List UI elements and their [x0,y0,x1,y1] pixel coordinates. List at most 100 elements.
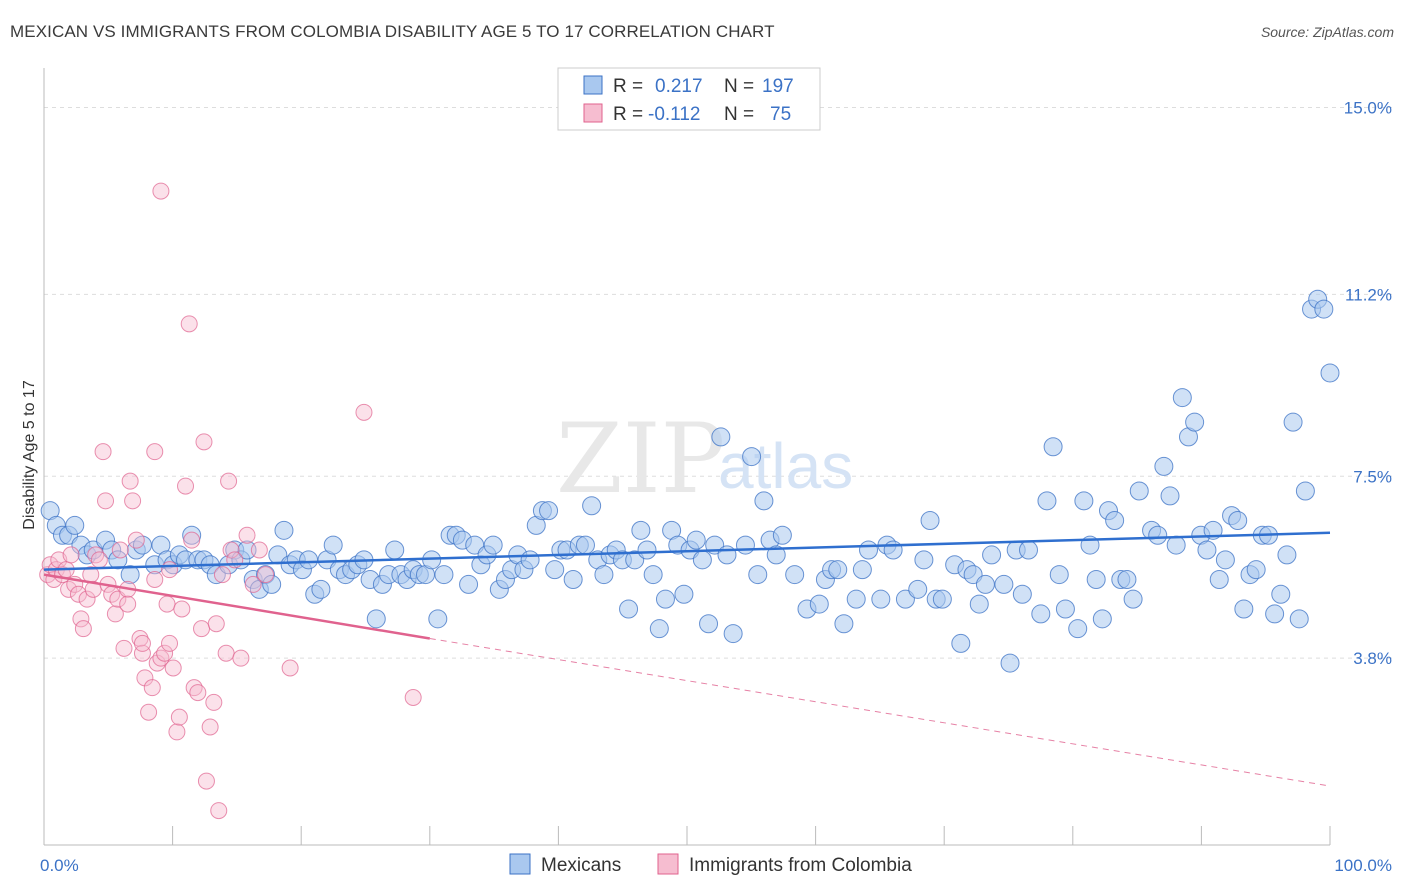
watermark-zip: ZIP [556,403,725,515]
point-mexicans-20 [182,525,202,545]
point-mexicans-144 [1012,584,1032,604]
point-mexicans-59 [428,609,448,629]
point-colombia-69 [281,659,299,677]
point-mexicans-169 [1185,412,1205,432]
legend-n-label-1: N = [724,76,754,97]
point-mexicans-77 [539,501,559,521]
point-mexicans-177 [1234,599,1254,619]
point-mexicans-183 [1271,584,1291,604]
point-mexicans-140 [982,545,1002,565]
point-mexicans-182 [1265,604,1285,624]
point-colombia-51 [195,433,213,451]
point-mexicans-115 [785,565,805,585]
watermark-atlas: atlas [718,430,853,502]
point-mexicans-121 [834,614,854,634]
point-mexicans-32 [262,574,282,594]
x-tick-label-1: 100.0% [1334,856,1392,875]
point-colombia-66 [355,403,373,421]
point-colombia-38 [156,644,174,662]
point-colombia-60 [222,541,240,559]
point-mexicans-148 [1043,437,1063,457]
point-mexicans-111 [754,491,774,511]
point-mexicans-95 [649,619,669,639]
point-colombia-22 [106,605,124,623]
point-mexicans-138 [969,594,989,614]
point-mexicans-120 [828,560,848,580]
legend-swatch-blue [583,75,603,95]
bottom-legend-mexicans: Mexicans [541,855,621,876]
point-colombia-73 [161,561,179,579]
point-mexicans-160 [1123,589,1143,609]
point-mexicans-49 [366,609,386,629]
point-colombia-52 [197,772,215,790]
point-mexicans-101 [686,530,706,550]
point-mexicans-135 [951,633,971,653]
point-mexicans-105 [711,427,731,447]
point-mexicans-92 [631,520,651,540]
point-mexicans-86 [594,565,614,585]
point-mexicans-83 [575,535,595,555]
point-colombia-39 [158,595,176,613]
point-mexicans-131 [920,511,940,530]
point-mexicans-78 [545,560,565,580]
point-mexicans-173 [1209,570,1229,589]
legend-n-value-2: 75 [770,104,791,125]
point-mexicans-146 [1031,604,1051,624]
point-colombia-55 [207,615,225,633]
point-mexicans-10 [108,550,128,570]
point-colombia-54 [205,693,223,711]
bottom-legend-colombia: Immigrants from Colombia [689,855,912,876]
point-mexicans-184 [1277,545,1297,565]
point-mexicans-40 [311,579,331,599]
point-colombia-17 [90,551,108,569]
point-mexicans-38 [299,550,319,570]
point-mexicans-34 [274,520,294,540]
point-mexicans-150 [1055,599,1075,619]
point-mexicans-68 [483,535,503,555]
point-colombia-59 [220,472,238,490]
point-colombia-25 [115,639,133,657]
point-mexicans-145 [1018,540,1038,560]
bottom-legend-swatch-pink [657,853,679,875]
trend-line-mexicans [43,531,1331,571]
point-colombia-42 [168,723,186,741]
point-mexicans-186 [1289,609,1309,629]
point-mexicans-90 [619,599,639,619]
point-mexicans-109 [742,447,762,467]
source-label: Source: ZipAtlas.com [1260,24,1394,40]
point-colombia-18 [94,443,112,461]
point-mexicans-84 [582,496,602,516]
point-mexicans-127 [883,540,903,560]
point-mexicans-107 [723,624,743,644]
point-colombia-63 [238,526,256,544]
point-mexicans-185 [1283,412,1303,432]
x-tick-labels: 0.0% 100.0% [40,856,1392,875]
point-colombia-29 [127,531,145,549]
point-mexicans-190 [1314,299,1334,319]
point-mexicans-114 [772,525,792,545]
legend-r-label-1: R = [613,76,643,97]
point-colombia-41 [164,659,182,677]
point-colombia-43 [170,708,188,726]
point-mexicans-152 [1074,491,1094,511]
point-mexicans-159 [1117,570,1137,589]
point-mexicans-191 [1320,363,1340,383]
legend-r-value-1: 0.217 [655,76,703,97]
point-mexicans-154 [1086,570,1106,589]
legend-r-value-2: -0.112 [648,104,700,125]
point-mexicans-124 [859,540,879,560]
point-colombia-62 [232,649,250,667]
point-colombia-71 [146,571,164,588]
point-colombia-53 [201,718,219,736]
point-mexicans-187 [1295,481,1315,501]
point-mexicans-147 [1037,491,1057,511]
point-colombia-70 [404,689,422,706]
point-colombia-45 [177,477,195,495]
axes [43,68,1331,846]
point-colombia-58 [217,644,235,662]
bottom-legend-swatch-blue [509,853,531,875]
point-mexicans-149 [1049,565,1069,585]
point-mexicans-174 [1215,550,1235,570]
point-mexicans-176 [1228,511,1248,530]
point-mexicans-167 [1172,388,1192,408]
